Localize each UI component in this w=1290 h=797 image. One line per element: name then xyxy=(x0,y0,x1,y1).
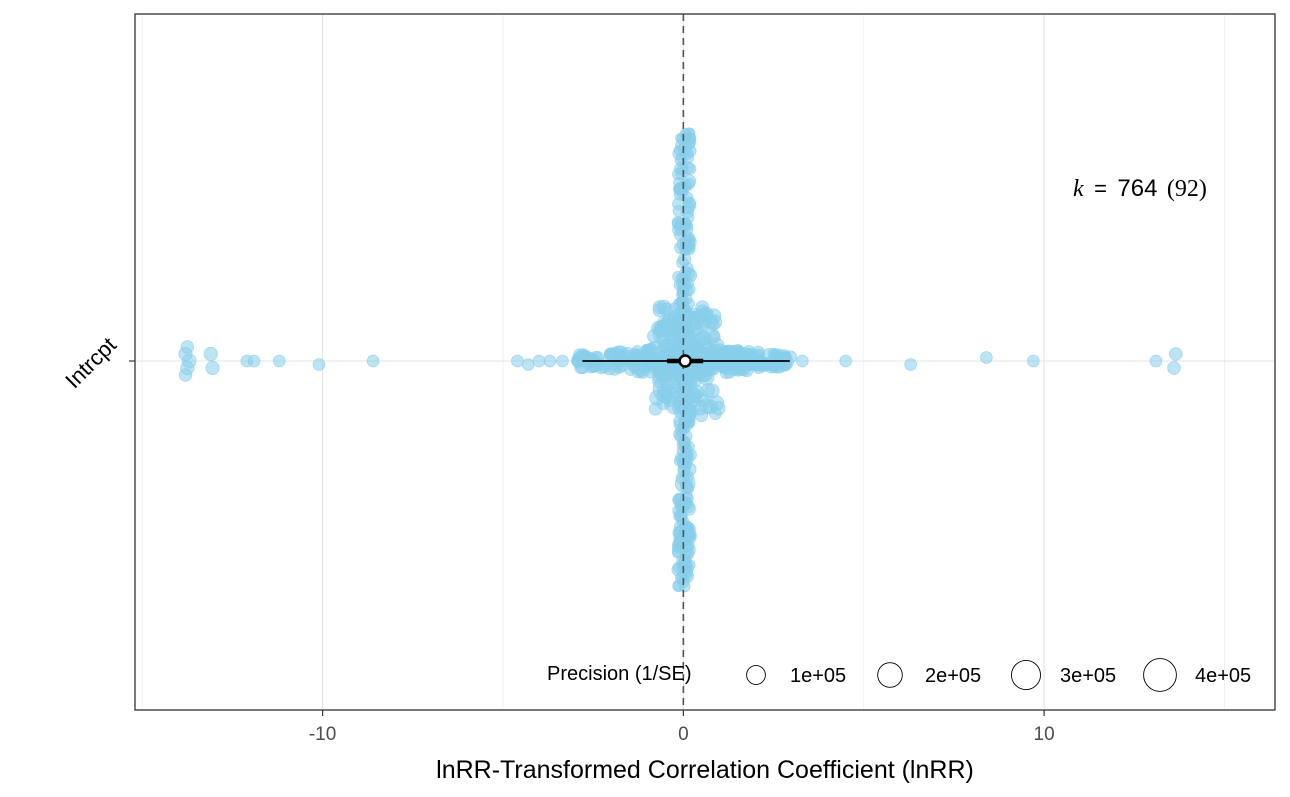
outlier-point xyxy=(180,340,195,354)
effect-size-point xyxy=(672,223,686,237)
high-precision-point xyxy=(674,473,696,494)
panel-border xyxy=(134,13,1276,711)
outlier-point xyxy=(203,346,218,362)
k-studies: (92) xyxy=(1167,176,1207,202)
legend-label: 2e+05 xyxy=(925,665,981,687)
effect-size-point xyxy=(587,359,601,373)
outlier-point xyxy=(272,354,286,368)
x-tick-label: 10 xyxy=(1034,724,1055,745)
legend-title: Precision (1/SE) xyxy=(547,663,692,685)
effect-size-point xyxy=(652,303,667,318)
outlier-point xyxy=(1026,354,1040,368)
outlier-point xyxy=(556,354,569,368)
outlier-point xyxy=(532,354,546,368)
precision-legend: Precision (1/SE) 1e+05 2e+05 3e+05 4e+05 xyxy=(547,658,1251,692)
outlier-point xyxy=(839,354,853,368)
outlier-point xyxy=(1167,361,1181,375)
outlier-point xyxy=(366,354,380,368)
outlier-point xyxy=(181,353,197,369)
outlier-point xyxy=(796,354,809,368)
effect-size-point xyxy=(772,352,786,366)
outlier-point xyxy=(543,354,557,368)
effect-size-point xyxy=(694,408,709,423)
high-precision-point xyxy=(664,391,689,415)
outlier-point xyxy=(1169,347,1183,361)
effect-size-point xyxy=(680,262,694,275)
effect-size-point xyxy=(671,544,686,558)
legend-circle xyxy=(1143,658,1177,692)
y-category-label: Intrcpt xyxy=(60,332,121,393)
effect-size-point xyxy=(682,492,694,504)
legend-circle xyxy=(1011,660,1041,690)
effect-size-point xyxy=(608,362,622,376)
effect-size-point xyxy=(679,442,692,454)
svg-text:k = 764 (92): k = 764 (92) xyxy=(1073,175,1207,202)
legend-circle xyxy=(877,662,903,688)
x-tick-label: 0 xyxy=(678,724,689,745)
k-value: 764 xyxy=(1117,175,1157,202)
outlier-point xyxy=(904,358,917,371)
legend-label: 1e+05 xyxy=(790,665,846,687)
k-annotation: k = 764 (92) xyxy=(1073,175,1207,202)
mean-estimate-point xyxy=(678,354,692,368)
effect-size-point xyxy=(690,385,705,400)
effect-size-point xyxy=(634,364,648,378)
outlier-point xyxy=(247,354,261,368)
effect-size-point xyxy=(683,235,697,249)
effect-size-point xyxy=(571,355,585,368)
effect-size-point xyxy=(682,197,697,212)
outlier-point xyxy=(980,351,993,364)
legend-label: 3e+05 xyxy=(1060,665,1116,687)
effect-size-point xyxy=(701,341,715,356)
effect-size-point xyxy=(674,181,687,195)
outlier-point xyxy=(312,358,326,371)
k-equals: = xyxy=(1094,176,1107,201)
legend-label: 4e+05 xyxy=(1195,665,1251,687)
outlier-point xyxy=(178,368,193,382)
x-axis-title: lnRR-Transformed Correlation Coefficient… xyxy=(436,756,974,784)
effect-size-point xyxy=(631,345,644,358)
legend-circle xyxy=(746,665,766,685)
k-symbol: k xyxy=(1073,176,1084,202)
high-precision-point xyxy=(652,318,682,348)
estimate-layer xyxy=(582,14,790,710)
effect-size-point xyxy=(685,368,701,384)
high-precision-point xyxy=(677,526,697,546)
outlier-point xyxy=(511,354,524,368)
x-tick-label: -10 xyxy=(309,724,336,745)
effect-size-point xyxy=(672,167,685,181)
outlier-point xyxy=(521,358,535,371)
effect-size-point xyxy=(674,425,687,438)
effect-size-point xyxy=(682,211,695,224)
high-precision-point xyxy=(683,308,706,330)
outlier-point xyxy=(1149,354,1163,368)
outlier-point xyxy=(205,360,220,376)
